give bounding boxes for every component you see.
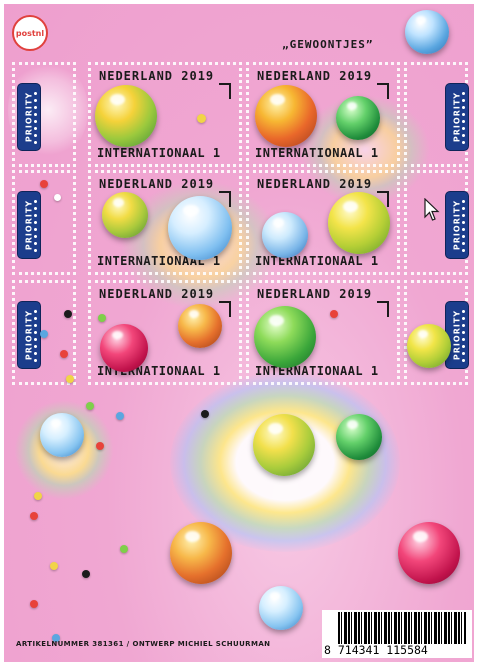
priority-label-right-2: PRIORITY [404, 170, 469, 275]
priority-label-left-2: PRIORITY [12, 170, 76, 275]
stamp-corner-mark [219, 301, 231, 317]
marble [178, 304, 222, 348]
stamp-corner-mark [219, 83, 231, 99]
stamp-country: NEDERLAND 2019 [99, 287, 215, 301]
bead [34, 492, 42, 500]
marble [405, 10, 449, 54]
marble [336, 96, 380, 140]
marble [170, 522, 232, 584]
bead [330, 310, 338, 318]
bead [30, 600, 38, 608]
stamp-2: NEDERLAND 2019 INTERNATIONAAL 1 [246, 62, 400, 167]
stamp-value: INTERNATIONAAL 1 [255, 146, 379, 160]
bead [116, 412, 124, 420]
marble [255, 85, 317, 147]
marble [262, 212, 308, 258]
marble [398, 522, 460, 584]
bead [64, 310, 72, 318]
marble [102, 192, 148, 238]
postnl-logo-text: postnl [15, 29, 45, 38]
sheet-title: „GEWOONTJES” [282, 38, 374, 51]
marble [100, 324, 148, 372]
bead [50, 562, 58, 570]
marble [328, 192, 390, 254]
priority-label-left-1: PRIORITY [12, 62, 76, 167]
bead [52, 634, 60, 642]
bead [98, 314, 106, 322]
stamp-1: NEDERLAND 2019 INTERNATIONAAL 1 [88, 62, 242, 167]
bead [197, 114, 206, 123]
bead [86, 402, 94, 410]
marble [40, 413, 84, 457]
priority-label-right-1: PRIORITY [404, 62, 469, 167]
footer-credit: ARTIKELNUMMER 381361 / ONTWERP MICHIEL S… [16, 640, 271, 648]
bead [201, 410, 209, 418]
bead [96, 442, 104, 450]
stamp-country: NEDERLAND 2019 [99, 177, 215, 191]
stamp-value: INTERNATIONAAL 1 [97, 146, 221, 160]
marble [253, 414, 315, 476]
postnl-logo: postnl [12, 15, 48, 51]
bead [82, 570, 90, 578]
bead [54, 194, 61, 201]
stamp-5: NEDERLAND 2019 INTERNATIONAAL 1 [88, 280, 242, 385]
bead [30, 512, 38, 520]
marble [254, 306, 316, 368]
marble [336, 414, 382, 460]
stamp-corner-mark [377, 301, 389, 317]
stamp-country: NEDERLAND 2019 [99, 69, 215, 83]
marble [259, 586, 303, 630]
mouse-cursor-icon [424, 198, 440, 221]
priority-label-right-3: PRIORITY [404, 280, 469, 385]
barcode: 8 714341 115584 [322, 610, 472, 658]
bead [40, 330, 48, 338]
bead [40, 180, 48, 188]
marble [168, 196, 232, 260]
marble [407, 324, 451, 368]
barcode-number: 8 714341 115584 [324, 643, 428, 657]
stamp-corner-mark [377, 191, 389, 207]
stamp-country: NEDERLAND 2019 [257, 287, 373, 301]
stamp-corner-mark [219, 191, 231, 207]
bead [120, 545, 128, 553]
barcode-bars [338, 612, 466, 644]
marble [95, 85, 157, 147]
stamp-value: INTERNATIONAAL 1 [255, 254, 379, 268]
stamp-corner-mark [377, 83, 389, 99]
stamp-country: NEDERLAND 2019 [257, 177, 373, 191]
stamp-country: NEDERLAND 2019 [257, 69, 373, 83]
bead [60, 350, 68, 358]
bead [66, 375, 74, 383]
